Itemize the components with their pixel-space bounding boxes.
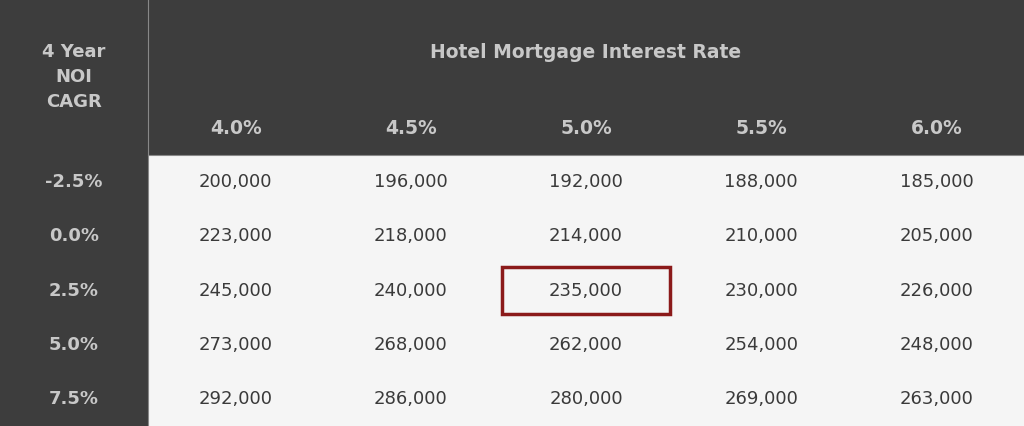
Text: 262,000: 262,000 [549, 336, 623, 354]
Text: 269,000: 269,000 [724, 390, 798, 408]
Text: 185,000: 185,000 [899, 173, 973, 191]
Text: 196,000: 196,000 [374, 173, 447, 191]
Text: -2.5%: -2.5% [45, 173, 102, 191]
Bar [503, 268, 670, 314]
Text: 230,000: 230,000 [724, 282, 798, 299]
Text: 5.5%: 5.5% [735, 120, 787, 138]
Text: 254,000: 254,000 [724, 336, 798, 354]
Text: 286,000: 286,000 [374, 390, 447, 408]
Text: 192,000: 192,000 [549, 173, 623, 191]
Text: 214,000: 214,000 [549, 227, 623, 245]
Text: 4.0%: 4.0% [210, 120, 261, 138]
Bar [148, 155, 1024, 426]
Text: 263,000: 263,000 [899, 390, 974, 408]
Text: 0.0%: 0.0% [49, 227, 99, 245]
Text: 245,000: 245,000 [199, 282, 272, 299]
Text: Hotel Mortgage Interest Rate: Hotel Mortgage Interest Rate [430, 43, 741, 61]
Text: 240,000: 240,000 [374, 282, 447, 299]
Text: 4 Year
NOI
CAGR: 4 Year NOI CAGR [42, 43, 105, 111]
Text: 248,000: 248,000 [899, 336, 974, 354]
Text: 273,000: 273,000 [199, 336, 272, 354]
Text: 268,000: 268,000 [374, 336, 447, 354]
Text: 2.5%: 2.5% [49, 282, 99, 299]
Text: 226,000: 226,000 [899, 282, 974, 299]
Text: 5.0%: 5.0% [49, 336, 99, 354]
Text: 5.0%: 5.0% [560, 120, 612, 138]
Text: 188,000: 188,000 [724, 173, 798, 191]
Text: 218,000: 218,000 [374, 227, 447, 245]
Text: 280,000: 280,000 [549, 390, 623, 408]
Text: 200,000: 200,000 [199, 173, 272, 191]
Text: 7.5%: 7.5% [49, 390, 99, 408]
Text: 6.0%: 6.0% [910, 120, 963, 138]
Text: 210,000: 210,000 [724, 227, 798, 245]
Text: 223,000: 223,000 [199, 227, 272, 245]
Text: 235,000: 235,000 [549, 282, 623, 299]
Text: 205,000: 205,000 [899, 227, 973, 245]
Text: 4.5%: 4.5% [385, 120, 436, 138]
Text: 292,000: 292,000 [199, 390, 272, 408]
